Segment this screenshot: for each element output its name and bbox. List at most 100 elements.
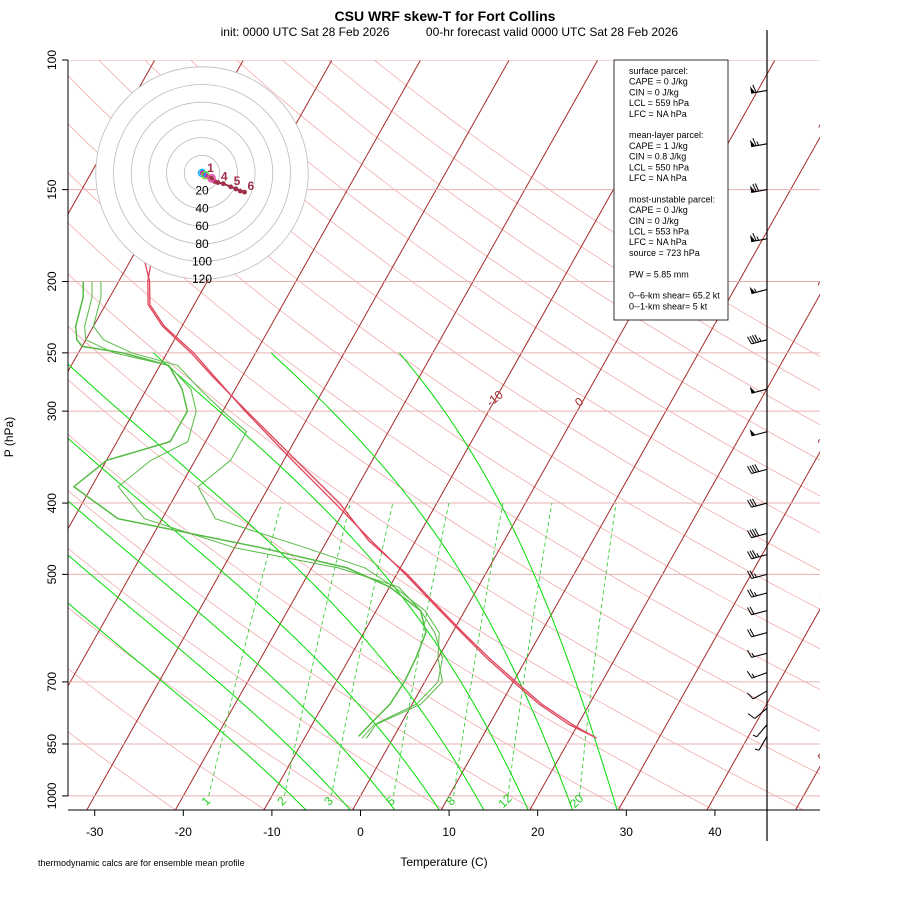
barb-flag [747,649,752,658]
hodograph-marker [207,174,216,183]
isotherm-line [706,608,820,810]
chart-title: CSU WRF skew-T for Fort Collins [335,8,556,24]
dry-adiabat-line [68,547,446,810]
hodograph-ring [148,119,256,227]
barb-flag [747,551,752,559]
wind-barb [747,649,768,658]
dry-adiabat-line [98,60,820,572]
chart-subtitle-init: init: 0000 UTC Sat 28 Feb 2026 [221,25,390,39]
x-axis-label: Temperature (C) [400,855,487,869]
dry-adiabat-line [327,60,820,391]
barb-staff [751,238,768,243]
isotherm-line [86,60,510,810]
barb-flag [747,629,752,638]
y-tick-label: 300 [45,401,59,421]
barb-flag [749,628,755,637]
legend-line: CAPE = 0 J/kg [629,205,688,215]
legend-line: LFC = NA hPa [629,237,687,247]
wind-barb [749,386,768,394]
barb-pennant [750,86,756,94]
barb-flag [747,466,752,474]
moist-adiabat-line [68,437,440,810]
barb-staff [751,288,768,295]
hodograph-point [228,184,234,190]
wind-barb [750,137,768,148]
isotherm-label: 0 [572,394,586,409]
hodograph-ring-label: 60 [195,219,209,233]
hodograph: 20 40 60 80 100 120 14 5 6 [95,66,309,286]
dry-adiabat-line [68,75,820,610]
hodograph-ring-label: 100 [192,255,212,269]
barb-flag [749,499,755,507]
dry-adiabat-line [282,60,820,426]
x-tick-label: 20 [531,825,545,839]
hodograph-ring [166,137,238,209]
isotherm-label: -10 [484,387,507,409]
barb-staff [756,724,768,738]
barb-flag [752,84,757,93]
barb-flag [752,137,757,147]
barb-staff [752,690,768,700]
barb-half-flag [752,734,757,738]
wind-barb [747,690,768,700]
barb-pennant [749,286,756,294]
x-tick-label: -10 [263,825,281,839]
hodograph-point [220,181,226,187]
barb-flag [749,335,755,344]
wind-barb [754,736,768,751]
chart-subtitle-valid: 00-hr forecast valid 0000 UTC Sat 28 Feb… [426,25,678,39]
dry-adiabat-line [68,490,536,810]
wind-barb [747,570,768,580]
dry-adiabat-line [68,379,715,810]
wind-barb [749,429,768,437]
legend-frame [613,59,729,321]
hodograph-height-label: 1 [207,161,214,175]
y-tick-label: 200 [45,271,59,291]
dewpoint-profile-line [92,281,443,739]
legend-line: 0--6-km shear= 65.2 kt [629,291,720,301]
barb-flag [751,498,757,507]
wind-barb [752,724,768,738]
y-tick-label: 100 [45,50,59,70]
wind-barb [747,707,768,719]
dry-adiabat-line [144,60,820,534]
barb-flag [747,571,752,579]
barb-staff [751,143,768,148]
dry-adiabat-line [68,123,820,650]
y-tick-label: 250 [45,342,59,362]
barb-pennant [750,139,756,147]
wind-barb [749,286,768,295]
y-tick-label: 700 [45,672,59,692]
barb-flag [754,528,760,536]
x-tick-label: 40 [708,825,722,839]
barb-half-flag [753,288,757,293]
y-tick-label: 1000 [45,782,59,809]
barb-flag [747,589,752,598]
hodograph-point [209,175,214,181]
moist-adiabat-line [68,602,307,810]
barb-flag [747,336,752,345]
barb-flag [754,464,760,472]
x-tick-label: 0 [357,825,364,839]
dry-adiabat-line [68,172,820,690]
isotherm-label: 40 [815,588,834,608]
barb-pennant [750,185,756,193]
hodograph-marker [200,170,210,180]
isotherm-label: 50 [815,745,834,765]
wind-barb [746,671,768,679]
barb-flag [751,335,757,343]
dewpoint-profile-line [72,281,427,737]
wind-barb [747,334,768,345]
wind-barb [747,498,768,508]
legend-line: LCL = 550 hPa [629,162,689,172]
wind-barb [750,183,768,193]
legend-line: LCL = 553 hPa [629,227,689,237]
x-tick-label: 10 [442,825,456,839]
dry-adiabat-line [236,60,820,461]
barb-flag [747,499,752,508]
x-tick-label: 30 [620,825,634,839]
dry-adiabat-line [68,222,820,732]
y-tick-label: 850 [45,734,59,754]
